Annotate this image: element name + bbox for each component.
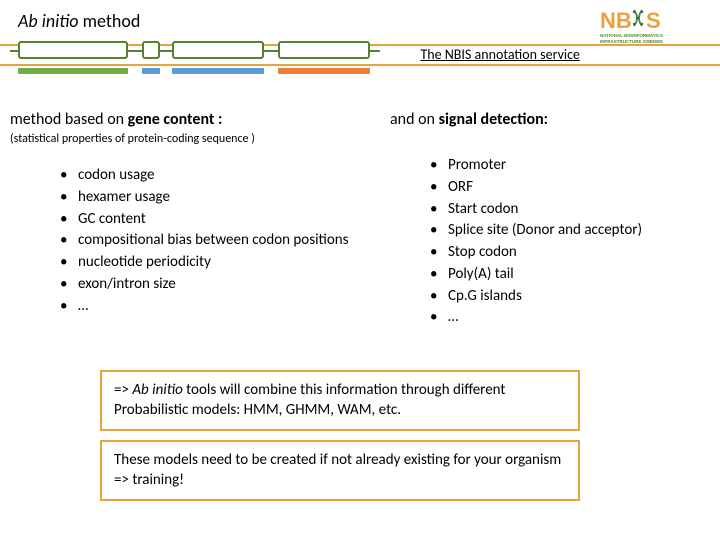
- gene-connector: [10, 50, 18, 52]
- callout1-prefix: =>: [114, 381, 132, 399]
- gene-connector: [128, 50, 142, 52]
- slide-title: Ab initio method: [18, 10, 140, 32]
- heading-gene-content: method based on gene content :: [10, 110, 222, 129]
- heading-right-plain: and on: [390, 110, 439, 129]
- title-italic: Ab initio: [18, 10, 79, 32]
- gene-exon-box: [142, 41, 160, 59]
- gene-connector: [370, 50, 380, 52]
- list-item: Poly(A) tail: [430, 264, 710, 286]
- list-item: Cp.G islands: [430, 286, 710, 308]
- callout2-text: These models need to be created if not a…: [114, 451, 561, 489]
- list-item: Stop codon: [430, 242, 710, 264]
- gene-diagram: [10, 36, 380, 74]
- gene-connector: [160, 50, 172, 52]
- list-item: nucleotide periodicity: [60, 252, 370, 274]
- gene-color-bar: [18, 68, 128, 74]
- list-item: ORF: [430, 177, 710, 199]
- svg-text:NATIONAL BIOINFORMATICS: NATIONAL BIOINFORMATICS: [600, 33, 663, 38]
- subheading-gene-content: (statistical properties of protein-codin…: [10, 132, 255, 146]
- list-item: Promoter: [430, 155, 710, 177]
- title-rest: method: [79, 10, 141, 32]
- gene-connector: [264, 50, 278, 52]
- list-item: …: [430, 307, 710, 329]
- subtitle-text: The NBIS annotation service: [420, 46, 580, 63]
- list-item: Start codon: [430, 199, 710, 221]
- list-item: Splice site (Donor and acceptor): [430, 220, 710, 242]
- list-item: exon/intron size: [60, 274, 370, 296]
- gene-exon-box: [18, 41, 128, 59]
- list-item: GC content: [60, 209, 370, 231]
- callout-ab-initio-tools: => Ab initio tools will combine this inf…: [100, 370, 580, 431]
- callout-training: These models need to be created if not a…: [100, 440, 580, 501]
- gene-color-bar: [172, 68, 264, 74]
- list-gene-content: codon usagehexamer usageGC contentcompos…: [60, 165, 370, 317]
- gene-exon-box: [278, 41, 370, 59]
- svg-text:NB: NB: [600, 8, 632, 33]
- list-item: …: [60, 296, 370, 318]
- svg-text:S: S: [646, 8, 661, 33]
- list-item: hexamer usage: [60, 187, 370, 209]
- heading-right-bold: signal detection:: [439, 110, 549, 129]
- list-signal-detection: PromoterORFStart codonSplice site (Donor…: [430, 155, 710, 329]
- gene-exon-box: [172, 41, 264, 59]
- gene-color-bar: [142, 68, 160, 74]
- nbis-logo: NB S NATIONAL BIOINFORMATICS INFRASTRUCT…: [600, 6, 710, 46]
- callout1-italic: Ab initio: [132, 381, 186, 399]
- heading-signal-detection: and on signal detection:: [390, 110, 548, 129]
- list-item: compositional bias between codon positio…: [60, 230, 370, 252]
- gene-color-bar: [278, 68, 370, 74]
- heading-left-plain: method based on: [10, 110, 128, 129]
- list-item: codon usage: [60, 165, 370, 187]
- heading-left-bold: gene content :: [128, 110, 223, 129]
